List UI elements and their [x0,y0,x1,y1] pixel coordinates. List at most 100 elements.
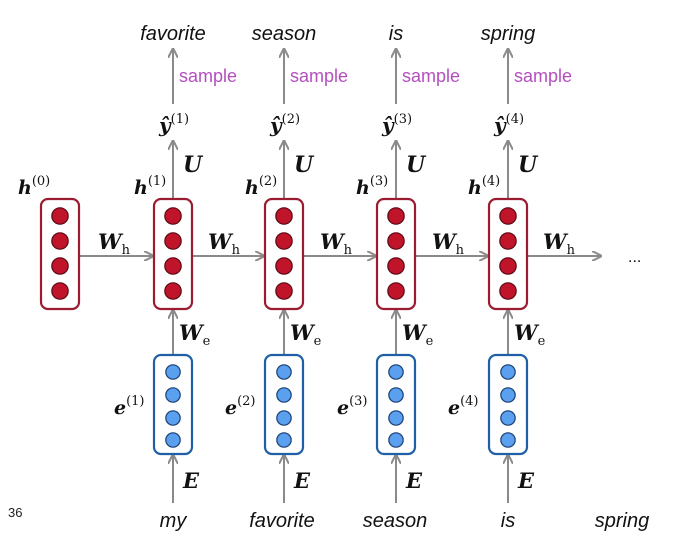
embedding-box [152,353,194,456]
hidden-neuron [275,257,293,275]
output-word: favorite [140,23,206,45]
hidden-neuron [164,257,182,275]
hidden-state-label: h(3) [356,174,388,199]
embedding-neuron [276,387,292,403]
embedding-box [375,353,417,456]
embedding-neuron [165,432,181,448]
output-distribution-label: ŷ(4) [493,112,524,137]
cells-layer [39,197,529,456]
sample-label: sample [290,66,348,86]
input-word: favorite [249,510,315,532]
w-e-weight-label: We [179,320,211,349]
w-h-weight-label: Wh [432,229,465,258]
e-matrix-label: E [293,468,311,493]
output-distribution-label: ŷ(1) [158,112,189,137]
hidden-neuron [51,207,69,225]
u-weight-label: U [183,152,204,178]
hidden-neuron [164,282,182,300]
output-word: spring [481,23,535,45]
hidden-state-box [375,197,417,311]
arrows-layer [79,50,600,503]
output-distribution-label: ŷ(2) [269,112,300,137]
output-word: is [389,23,403,45]
hidden-neuron [51,282,69,300]
hidden-state-label: h(0) [18,174,50,199]
sample-label: sample [179,66,237,86]
hidden-neuron [387,232,405,250]
w-e-weight-label: We [514,320,546,349]
w-e-weight-label: We [290,320,322,349]
e-matrix-label: E [405,468,423,493]
hidden-state-cell [152,197,194,311]
embedding-label: e(3) [337,394,368,419]
continuation-ellipsis: ... [628,249,641,266]
hidden-state-box [152,197,194,311]
hidden-neuron [387,257,405,275]
slide-number: 36 [8,505,22,520]
hidden-neuron [164,232,182,250]
embedding-box [487,353,529,456]
embedding-neuron [165,364,181,380]
e-matrix-label: E [517,468,535,493]
e-matrix-label: E [182,468,200,493]
hidden-state-box [263,197,305,311]
input-word: my [160,510,188,532]
labels-layer: favorite season is spring sample sample sample… [8,23,649,532]
w-h-weight-label: Wh [98,229,131,258]
hidden-neuron [499,207,517,225]
embedding-cell [487,353,529,456]
input-word: spring [595,510,649,532]
embedding-label: e(1) [114,394,145,419]
embedding-neuron [276,410,292,426]
embedding-neuron [500,410,516,426]
embedding-cell [152,353,194,456]
hidden-state-cell [375,197,417,311]
embedding-neuron [500,432,516,448]
input-word: season [363,510,428,532]
w-e-weight-label: We [402,320,434,349]
hidden-state-label: h(1) [134,174,166,199]
input-word: is [501,510,515,532]
hidden-neuron [51,257,69,275]
u-weight-label: U [406,152,427,178]
output-distribution-label: ŷ(3) [381,112,412,137]
w-h-weight-label: Wh [320,229,353,258]
hidden-neuron [387,282,405,300]
hidden-state-box [487,197,529,311]
hidden-neuron [275,282,293,300]
sample-label: sample [514,66,572,86]
hidden-state-cell [263,197,305,311]
w-h-weight-label: Wh [543,229,576,258]
hidden-state-label: h(4) [468,174,500,199]
embedding-cell [375,353,417,456]
embedding-cell [263,353,305,456]
hidden-neuron [387,207,405,225]
embedding-neuron [388,410,404,426]
u-weight-label: U [518,152,539,178]
embedding-neuron [165,410,181,426]
hidden-state-box [39,197,81,311]
embedding-label: e(4) [448,394,479,419]
hidden-neuron [275,207,293,225]
u-weight-label: U [294,152,315,178]
hidden-state-cell [39,197,81,311]
hidden-neuron [275,232,293,250]
sample-label: sample [402,66,460,86]
hidden-neuron [499,232,517,250]
hidden-state-label: h(2) [245,174,277,199]
hidden-neuron [164,207,182,225]
embedding-neuron [276,364,292,380]
embedding-neuron [388,387,404,403]
embedding-neuron [276,432,292,448]
embedding-box [263,353,305,456]
w-h-weight-label: Wh [208,229,241,258]
embedding-neuron [500,364,516,380]
embedding-neuron [388,364,404,380]
embedding-label: e(2) [225,394,256,419]
embedding-neuron [165,387,181,403]
hidden-neuron [499,282,517,300]
embedding-neuron [500,387,516,403]
embedding-neuron [388,432,404,448]
hidden-neuron [51,232,69,250]
